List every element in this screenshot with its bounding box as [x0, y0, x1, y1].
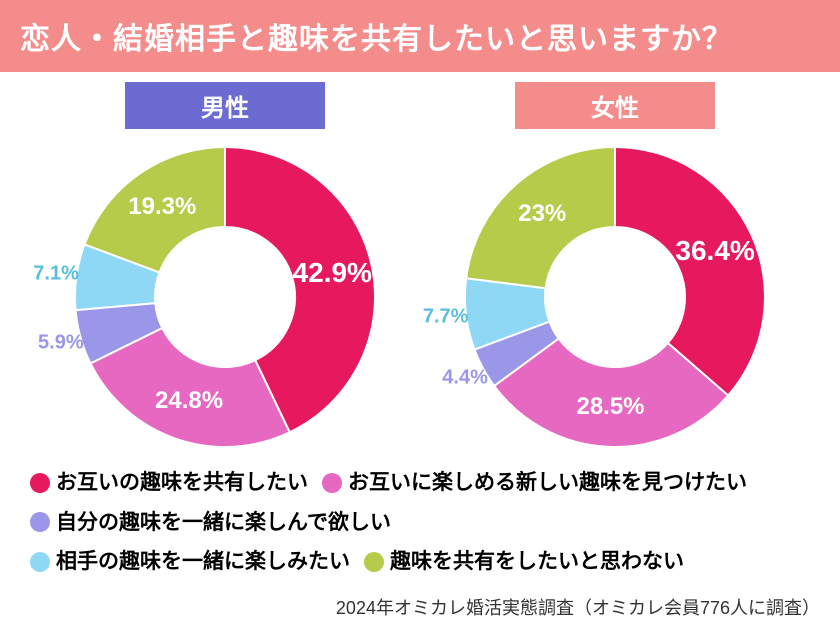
legend-label: お互いに楽しめる新しい趣味を見つけたい [348, 465, 747, 501]
legend-label: 自分の趣味を一緒に楽しんで欲しい [56, 505, 391, 541]
legend-item: 相手の趣味を一緒に楽しみたい [30, 544, 350, 580]
legend-item: 自分の趣味を一緒に楽しんで欲しい [30, 505, 391, 541]
chart-header-male: 男性 [125, 82, 325, 129]
legend-bullet-icon [30, 552, 50, 572]
chart-female: 女性 36.4%28.5%4.4%7.7%23% [455, 82, 775, 457]
legend-bullet-icon [30, 473, 50, 493]
donut-female: 36.4%28.5%4.4%7.7%23% [455, 137, 775, 457]
pct-label-no_share: 23% [518, 200, 566, 228]
legend-bullet-icon [322, 473, 342, 493]
donut-svg [65, 137, 385, 457]
legend-item: お互いの趣味を共有したい [30, 465, 308, 501]
legend-label: 趣味を共有をしたいと思わない [390, 544, 684, 580]
legend-label: お互いの趣味を共有したい [56, 465, 308, 501]
legend-label: 相手の趣味を一緒に楽しみたい [56, 544, 350, 580]
donut-male: 42.9%24.8%5.9%7.1%19.3% [65, 137, 385, 457]
pct-label-no_share: 19.3% [128, 193, 196, 221]
pct-label-enjoy_theirs: 7.7% [423, 305, 469, 328]
chart-header-female: 女性 [515, 82, 715, 129]
pct-label-enjoy_theirs: 7.1% [33, 263, 79, 286]
pct-label-find_new: 24.8% [155, 387, 223, 415]
page-title: 恋人・結婚相手と趣味を共有したいと思いますか？ [0, 0, 840, 72]
donut-slice-share_each [615, 147, 765, 395]
pct-label-enjoy_mine: 5.9% [38, 332, 84, 355]
legend: お互いの趣味を共有したい お互いに楽しめる新しい趣味を見つけたい自分の趣味を一緒に… [0, 457, 840, 584]
legend-bullet-icon [364, 552, 384, 572]
pct-label-share_each: 36.4% [675, 235, 754, 267]
chart-male: 男性 42.9%24.8%5.9%7.1%19.3% [65, 82, 385, 457]
pct-label-enjoy_mine: 4.4% [442, 367, 488, 390]
pct-label-find_new: 28.5% [576, 393, 644, 421]
charts-row: 男性 42.9% 24.8% 5.9% 7.1% 19.3% 女性 36.4% 28.5%… [0, 72, 840, 457]
pct-label-share_each: 42.9% [293, 257, 372, 289]
legend-bullet-icon [30, 512, 50, 532]
footnote: 2024年オミカレ婚活実態調査（オミカレ会員776人に調査） [336, 594, 820, 620]
legend-item: お互いに楽しめる新しい趣味を見つけたい [322, 465, 747, 501]
legend-item: 趣味を共有をしたいと思わない [364, 544, 684, 580]
